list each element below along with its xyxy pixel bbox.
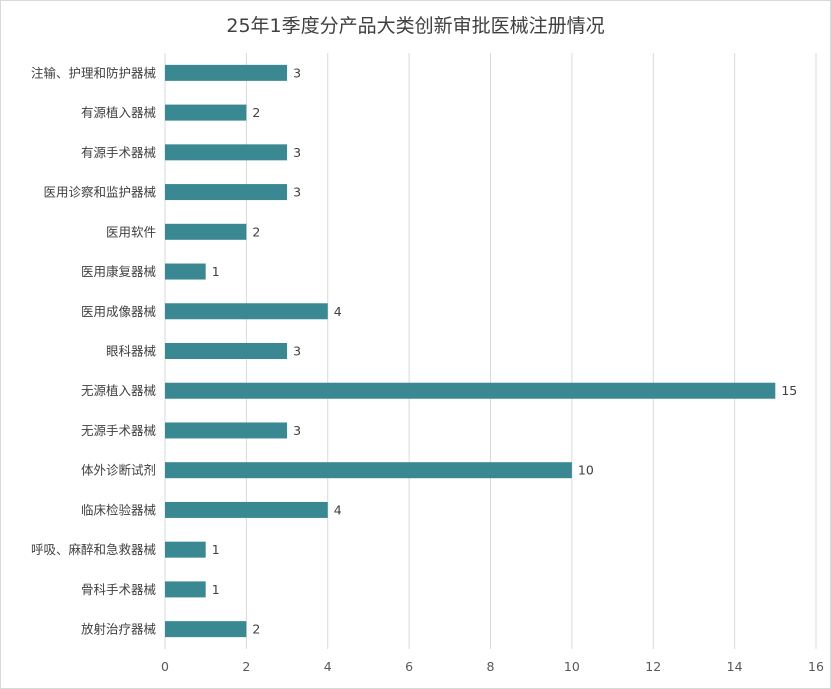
bar xyxy=(165,104,247,121)
x-tick-label: 2 xyxy=(242,659,250,674)
data-label: 4 xyxy=(334,502,342,517)
category-label: 医用成像器械 xyxy=(81,304,157,319)
bar xyxy=(165,184,288,201)
bar xyxy=(165,303,328,320)
x-tick-label: 6 xyxy=(405,659,413,674)
bar xyxy=(165,422,288,439)
data-label: 15 xyxy=(781,383,797,398)
bar xyxy=(165,263,206,280)
x-tick-label: 10 xyxy=(564,659,580,674)
bar xyxy=(165,541,206,558)
category-label: 放射治疗器械 xyxy=(81,622,157,637)
data-label: 2 xyxy=(252,224,260,239)
data-label: 2 xyxy=(252,105,260,120)
bar xyxy=(165,144,288,161)
bar xyxy=(165,462,572,479)
data-label: 3 xyxy=(293,65,301,80)
chart-title: 25年1季度分产品大类创新审批医械注册情况 xyxy=(226,15,605,37)
category-label: 医用诊察和监护器械 xyxy=(43,185,156,200)
data-label: 3 xyxy=(293,423,301,438)
category-label: 有源植入器械 xyxy=(81,105,157,120)
category-label: 骨科手术器械 xyxy=(81,582,157,597)
bar xyxy=(165,343,288,359)
category-label: 呼吸、麻醉和急救器械 xyxy=(31,542,157,557)
category-label: 有源手术器械 xyxy=(81,145,157,160)
data-label: 3 xyxy=(293,344,301,359)
data-label: 3 xyxy=(293,185,301,200)
bar xyxy=(165,501,328,518)
data-label: 1 xyxy=(212,264,220,279)
category-label: 医用康复器械 xyxy=(81,264,157,279)
bar xyxy=(165,581,206,598)
category-label: 临床检验器械 xyxy=(81,502,157,517)
bar xyxy=(165,64,288,81)
x-tick-label: 16 xyxy=(808,659,824,674)
data-label: 2 xyxy=(252,622,260,637)
x-tick-label: 8 xyxy=(487,659,495,674)
x-tick-label: 4 xyxy=(324,659,332,674)
category-label: 无源植入器械 xyxy=(81,383,157,398)
x-tick-label: 14 xyxy=(727,659,743,674)
category-label: 无源手术器械 xyxy=(81,423,157,438)
data-label: 10 xyxy=(578,463,594,478)
x-tick-label: 0 xyxy=(161,659,169,674)
data-label: 3 xyxy=(293,145,301,160)
data-label: 1 xyxy=(212,542,220,557)
bar xyxy=(165,223,247,240)
data-label: 4 xyxy=(334,304,342,319)
data-label: 1 xyxy=(212,582,220,597)
category-label: 注输、护理和防护器械 xyxy=(31,65,157,80)
bar xyxy=(165,382,776,399)
x-tick-label: 12 xyxy=(645,659,661,674)
category-label: 体外诊断试剂 xyxy=(81,463,156,478)
category-label: 眼科器械 xyxy=(106,344,157,359)
bar xyxy=(165,621,247,638)
category-label: 医用软件 xyxy=(106,224,156,239)
